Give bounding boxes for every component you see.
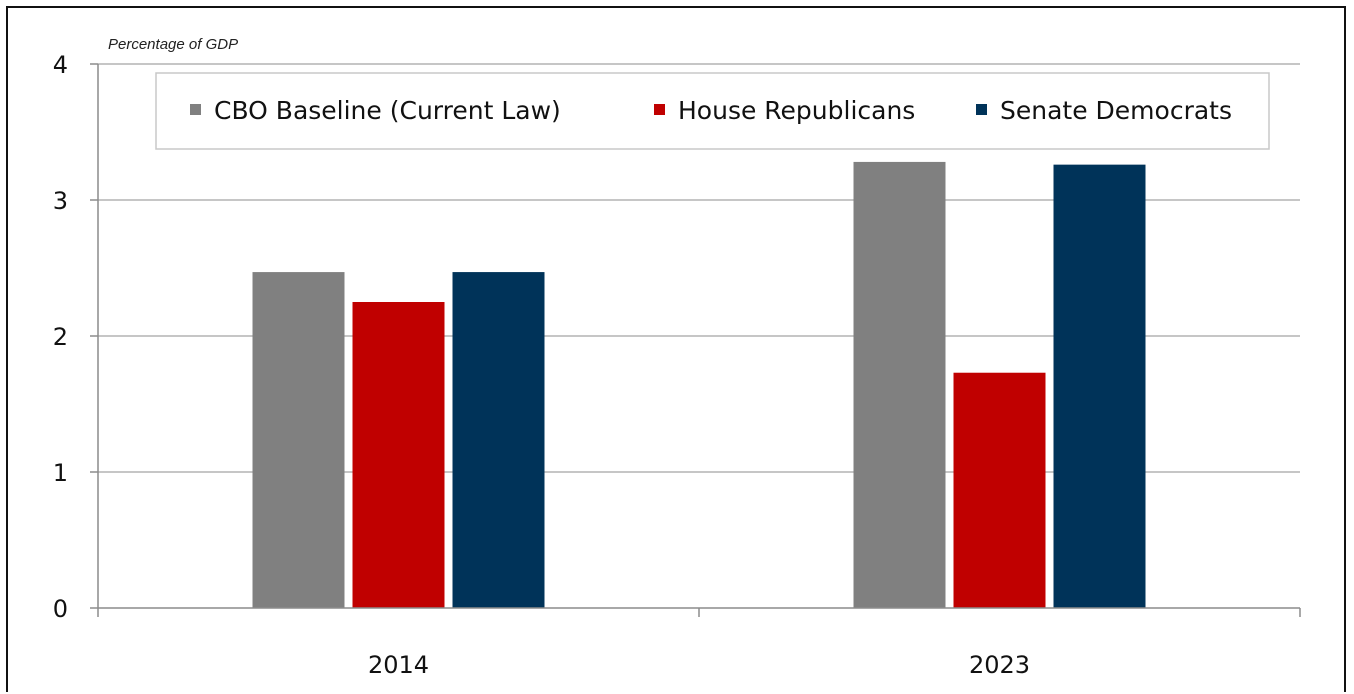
bar-house-republicans-2023 [953,372,1046,608]
x-tick-labels: 2014 2023 [368,651,1030,679]
y-tick-label: 1 [53,459,68,487]
legend-label: CBO Baseline (Current Law) [214,96,561,125]
legend-label: Senate Democrats [1000,96,1232,125]
bar-house-republicans-2014 [352,302,445,608]
bar-cbo-baseline-current-law-2023 [853,161,946,609]
legend: CBO Baseline (Current Law) House Republic… [155,72,1270,150]
axes [90,63,1301,617]
unit-label: Percentage of GDP [108,36,238,53]
bar-senate-democrats-2014 [452,272,545,608]
bar-senate-democrats-2023 [1053,164,1146,608]
legend-label: House Republicans [678,96,915,125]
legend-box [155,72,1270,150]
y-tick-label: 3 [53,187,68,215]
legend-swatch [976,104,987,115]
y-tick-label: 4 [53,51,68,79]
y-tick-label: 0 [53,595,68,623]
legend-swatch [190,104,201,115]
legend-swatch [654,104,665,115]
bars [252,161,1146,609]
bar-cbo-baseline-current-law-2014 [252,272,345,608]
y-tick-label: 2 [53,323,68,351]
x-tick-label: 2023 [969,651,1030,679]
y-tick-labels: 0 1 2 3 4 [53,51,68,623]
x-tick-label: 2014 [368,651,429,679]
